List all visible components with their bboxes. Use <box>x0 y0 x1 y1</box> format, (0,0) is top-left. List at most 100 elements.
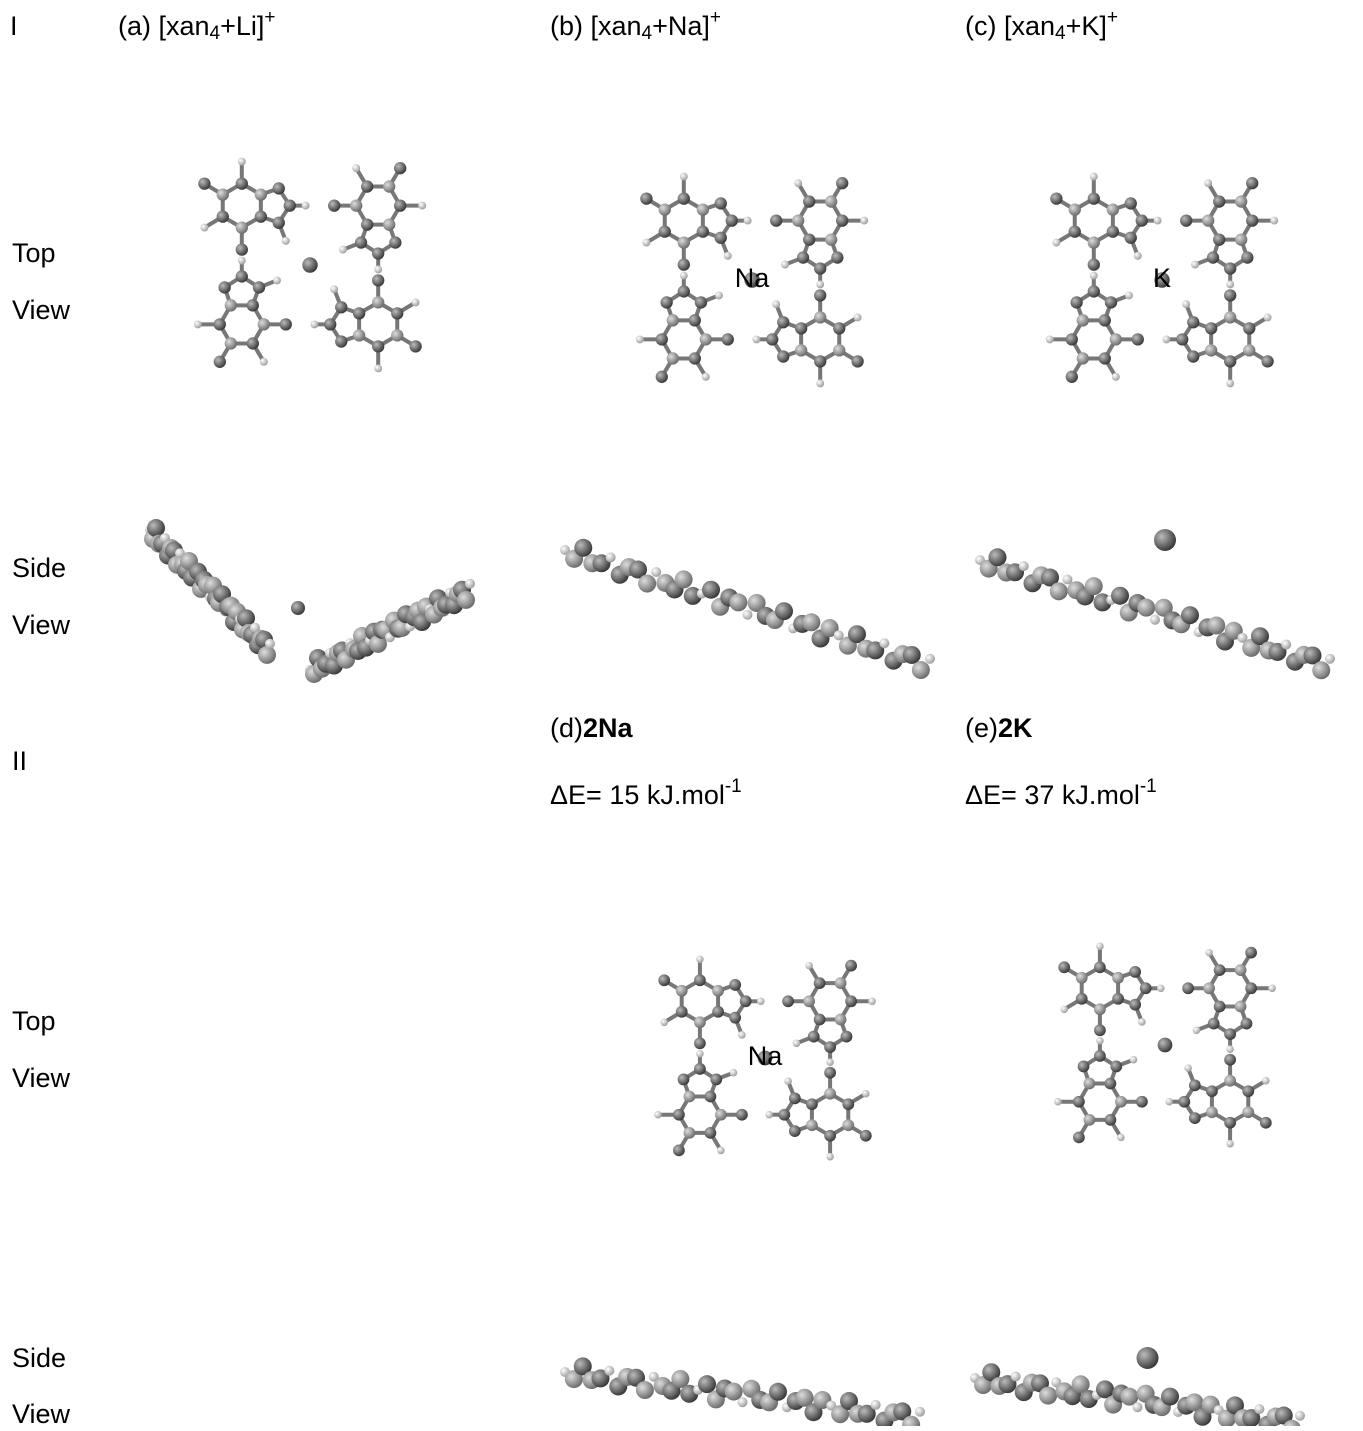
atom <box>729 1012 741 1024</box>
atom <box>676 1006 688 1018</box>
atom <box>710 1074 722 1086</box>
atom <box>1070 296 1082 308</box>
atom <box>335 301 347 313</box>
atom <box>361 218 373 230</box>
atom <box>1245 982 1257 994</box>
atom <box>808 1031 820 1043</box>
atom <box>372 340 384 352</box>
atom <box>1099 352 1111 364</box>
atom <box>675 570 693 588</box>
atom <box>1270 217 1278 225</box>
atom <box>831 251 843 263</box>
atom <box>1325 654 1335 664</box>
row-label: View <box>12 1399 71 1426</box>
atom <box>1214 1001 1226 1013</box>
text-part: + <box>710 7 721 28</box>
atom <box>989 548 1007 566</box>
atom <box>814 355 826 367</box>
atom <box>1224 355 1236 367</box>
atom <box>667 314 679 326</box>
text-part: -1 <box>725 776 742 797</box>
atom <box>770 214 782 226</box>
atom <box>697 225 709 237</box>
atom <box>825 195 837 207</box>
atom <box>374 265 382 273</box>
atom <box>1213 195 1225 207</box>
atom <box>1090 272 1098 280</box>
atom <box>860 1130 872 1142</box>
molecule-top-view <box>194 158 426 373</box>
atom <box>1094 1024 1106 1036</box>
atom <box>640 192 652 204</box>
atom <box>689 314 701 326</box>
atom <box>1178 1096 1190 1108</box>
atom <box>825 233 837 245</box>
atom <box>1084 1078 1096 1090</box>
atom <box>1176 333 1188 345</box>
atom <box>273 182 285 194</box>
atom <box>1214 964 1226 976</box>
atom <box>781 261 789 269</box>
text-part: 2K <box>998 713 1033 743</box>
atom <box>1137 599 1155 617</box>
atom <box>694 1037 706 1049</box>
atom <box>729 593 747 611</box>
atom <box>1069 203 1081 215</box>
atom <box>778 1109 790 1121</box>
atom <box>1204 179 1212 187</box>
atom <box>694 1063 706 1075</box>
atom <box>194 320 202 328</box>
atom <box>1094 1003 1106 1015</box>
atom <box>879 638 889 648</box>
atom <box>1110 333 1122 345</box>
atom <box>660 296 672 308</box>
atom <box>806 1098 818 1110</box>
atom <box>1050 192 1062 204</box>
atom <box>1066 333 1078 345</box>
atom <box>824 1130 836 1142</box>
atom <box>678 285 690 297</box>
atom <box>871 1400 881 1410</box>
atom <box>740 995 752 1007</box>
atom <box>700 333 712 345</box>
atom <box>238 257 246 265</box>
atom <box>394 162 406 174</box>
atom <box>339 246 347 254</box>
atom <box>673 1109 685 1121</box>
atom <box>1136 214 1148 226</box>
atom <box>1224 1117 1236 1129</box>
atom <box>1078 1061 1090 1073</box>
row-label: Side <box>12 553 66 583</box>
atom <box>636 1381 654 1399</box>
atom <box>372 296 384 308</box>
text-part: 4 <box>642 23 653 44</box>
atom <box>673 1145 685 1157</box>
atom <box>1073 1132 1085 1144</box>
atom <box>247 299 259 311</box>
atom <box>1088 285 1100 297</box>
atom <box>1180 214 1192 226</box>
atom <box>335 335 347 347</box>
atom <box>1125 232 1137 244</box>
ion-label: Na <box>735 263 770 293</box>
atom <box>394 199 406 211</box>
ion-label: Na <box>748 1041 783 1071</box>
atom <box>236 270 248 282</box>
atom <box>1110 1061 1122 1073</box>
atom <box>795 344 807 356</box>
atom <box>1107 203 1119 215</box>
panel-title: (b) [xan4+Na]+ <box>550 7 721 44</box>
text-part: +Na] <box>652 11 710 41</box>
atom <box>1254 1404 1264 1414</box>
text-part: +Li] <box>220 11 264 41</box>
atom <box>712 1006 724 1018</box>
atom <box>465 579 475 589</box>
atom <box>680 173 688 181</box>
atom <box>1134 252 1142 260</box>
atom <box>1246 214 1258 226</box>
text-part: 4 <box>1055 23 1066 44</box>
atom <box>814 262 826 274</box>
atom <box>1050 582 1068 600</box>
text-part: ΔE= 15 kJ.mol <box>550 780 725 810</box>
atom <box>1224 262 1236 274</box>
